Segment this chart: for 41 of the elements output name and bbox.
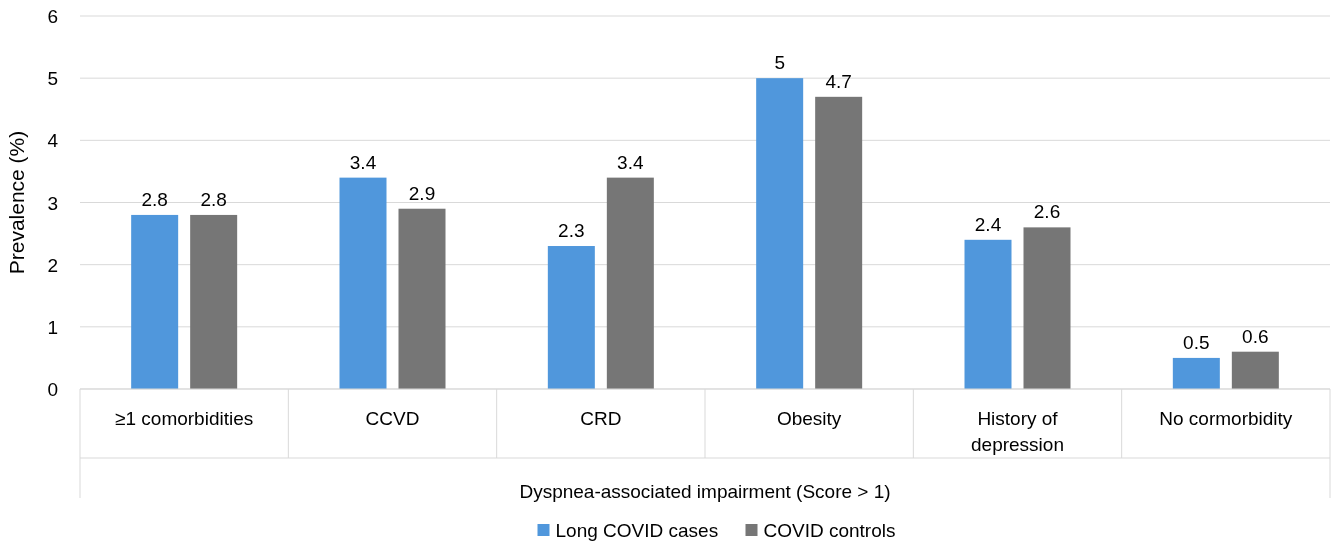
data-label: 2.9 [408,182,436,204]
data-label: 2.8 [200,188,227,210]
legend-label: Long COVID cases [555,520,719,541]
y-tick-label: 6 [47,6,58,27]
bar [1023,227,1071,389]
data-label: 0.6 [1242,325,1269,347]
legend-label: COVID controls [763,520,896,541]
x-tick-label: ≥1 comorbidities [115,408,254,429]
bar [131,214,179,389]
bar [606,177,654,389]
data-label: 5 [774,52,785,74]
bar [1231,351,1279,389]
data-label: 3.4 [349,151,377,173]
data-label: 2.6 [1033,201,1061,223]
bar [190,214,238,389]
x-tick-label: CCVD [365,408,420,429]
bar [1172,357,1220,389]
y-tick-label: 3 [47,192,58,214]
x-tick-label: History of depression [971,408,1064,455]
data-label: 3.4 [617,151,644,173]
y-tick-label: 5 [47,68,58,90]
data-label: 2.4 [974,213,1002,235]
y-tick-label: 1 [47,316,58,338]
bar [547,246,595,389]
x-tick-label: Obesity [776,408,842,429]
x-tick-label: No cormorbidity [1159,408,1293,429]
y-axis-title: Prevalence (%) [5,130,28,275]
data-label: 4.7 [825,70,852,92]
y-tick-label: 0 [47,379,58,400]
bar [815,96,863,389]
y-tick-label: 2 [47,254,58,276]
bar [964,239,1012,389]
data-label: 2.3 [558,220,585,242]
bar [756,78,804,389]
x-tick-label: CRD [580,408,622,429]
bar [398,208,446,389]
data-label: 0.5 [1183,331,1210,353]
bar [339,177,387,389]
data-label: 2.8 [141,188,168,210]
x-axis-title: Dyspnea-associated impairment (Score > 1) [519,481,891,502]
y-tick-label: 4 [47,130,59,152]
